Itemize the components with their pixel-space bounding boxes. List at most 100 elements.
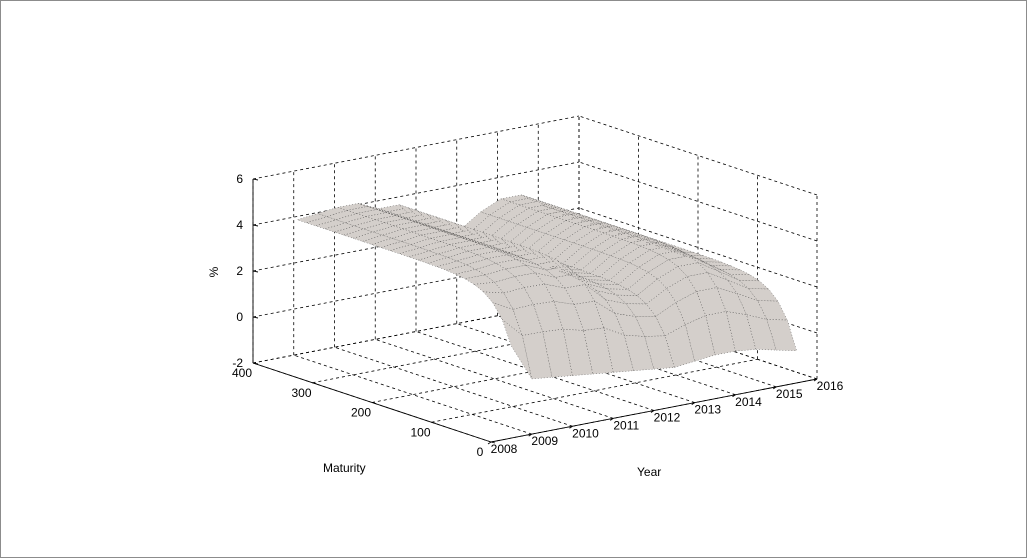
x-tick [650, 410, 655, 413]
x-tick [773, 386, 777, 390]
surface-patch [585, 284, 616, 314]
surface-patch [627, 272, 658, 296]
z-tick [252, 178, 259, 181]
surface-patch [729, 274, 761, 282]
x-tick-label: 2013 [694, 403, 721, 417]
y-tick [490, 441, 496, 444]
surface-patch [315, 219, 347, 230]
z-axis-label: % [207, 266, 221, 277]
surface-patch [644, 335, 675, 370]
surface-patch [619, 245, 651, 264]
tick-labels: 2008 2009 2010 2011 2012 2013 2014 2015 2016 0 100… [232, 172, 844, 459]
surface-patch [533, 301, 564, 332]
surface-patch [436, 260, 468, 271]
surface-patch [583, 327, 614, 375]
surface-patch [343, 228, 374, 239]
surface-patch [324, 222, 356, 233]
surface-patch [495, 259, 527, 270]
surface-patch [523, 283, 555, 305]
x-tick [813, 378, 818, 382]
x-tick [528, 433, 532, 437]
surface-patch [564, 226, 595, 244]
z-tick [252, 316, 259, 319]
y-axis-label: Maturity [323, 461, 366, 475]
x-tick-label: 2015 [776, 387, 803, 401]
z-tick-label: 2 [236, 264, 243, 278]
surface-patch [649, 245, 681, 255]
surface-patch [479, 243, 510, 253]
surface-patch [668, 255, 699, 267]
surface-patch [363, 222, 395, 233]
surface-patch [497, 250, 528, 261]
surface-patch [389, 244, 421, 254]
x-tick-label: 2016 [817, 379, 844, 393]
surface-patch [317, 207, 348, 217]
surface-patch [526, 214, 558, 231]
surface-patch [517, 211, 548, 228]
surface-patch [503, 287, 534, 310]
surface-patch [428, 244, 460, 255]
surface-patch [711, 265, 741, 271]
x-tick-label: 2008 [491, 442, 518, 456]
surface-patch [696, 287, 727, 316]
y-tick-label: 100 [410, 425, 430, 439]
x-tick [732, 394, 736, 398]
surface-patch [501, 318, 532, 379]
surface-patch [445, 264, 477, 275]
surface-patch [475, 263, 507, 276]
surface-patch [586, 283, 617, 296]
surface-patch [371, 238, 402, 248]
surface-patch [333, 225, 365, 236]
surface-patch [482, 291, 514, 310]
x-tick [691, 402, 695, 405]
surface-patch [677, 262, 708, 277]
surface-patch [417, 253, 449, 264]
y-tick-label: 0 [477, 445, 484, 459]
x-tick [569, 425, 573, 429]
surface-patch [296, 213, 328, 224]
surface-patch [505, 265, 536, 277]
surface-patch [638, 254, 669, 273]
surface-patch [716, 287, 747, 316]
surface-patch [492, 302, 523, 337]
surface-patch [399, 247, 430, 258]
backwall-gridline-z [252, 161, 580, 226]
y-tick-label: 300 [291, 386, 311, 400]
y-tick-label: 200 [351, 406, 371, 420]
backwall-gridline-z [252, 115, 580, 180]
surface-patch [372, 225, 404, 236]
surface-patch [400, 234, 432, 245]
surface-patch [344, 216, 376, 227]
y-tick [312, 382, 317, 385]
surface-patch [705, 311, 736, 356]
x-tick-label: 2012 [654, 411, 681, 425]
surface-patch [447, 251, 479, 262]
floor-gridline-maturity [431, 358, 758, 423]
surface-patch [486, 254, 518, 264]
z-tick-label: -2 [232, 356, 243, 370]
surface-patch [636, 278, 668, 305]
z-tick [252, 362, 259, 365]
surface-patch [498, 204, 530, 222]
x-tick-label: 2010 [572, 426, 599, 440]
surface-patch [664, 324, 696, 368]
surface-patch [573, 229, 604, 247]
surface-patch [618, 266, 649, 290]
surface-patch [635, 316, 666, 337]
surface-patch [354, 219, 386, 230]
x-tick-label: 2014 [735, 395, 762, 409]
surface-patch [698, 262, 729, 281]
surface-patch [718, 271, 749, 289]
surface-patch [326, 210, 358, 220]
surface-patch [382, 228, 413, 239]
y-tick [371, 402, 377, 404]
surface-patch [464, 274, 495, 285]
surface-patch [686, 272, 718, 292]
surface-patch [591, 235, 623, 253]
surface-patch [646, 288, 677, 317]
surface-patch [746, 314, 777, 351]
x-axis-label: Year [637, 465, 661, 479]
surface-patch [473, 282, 505, 294]
surface-patch [305, 216, 337, 227]
surface-patch [410, 238, 441, 248]
